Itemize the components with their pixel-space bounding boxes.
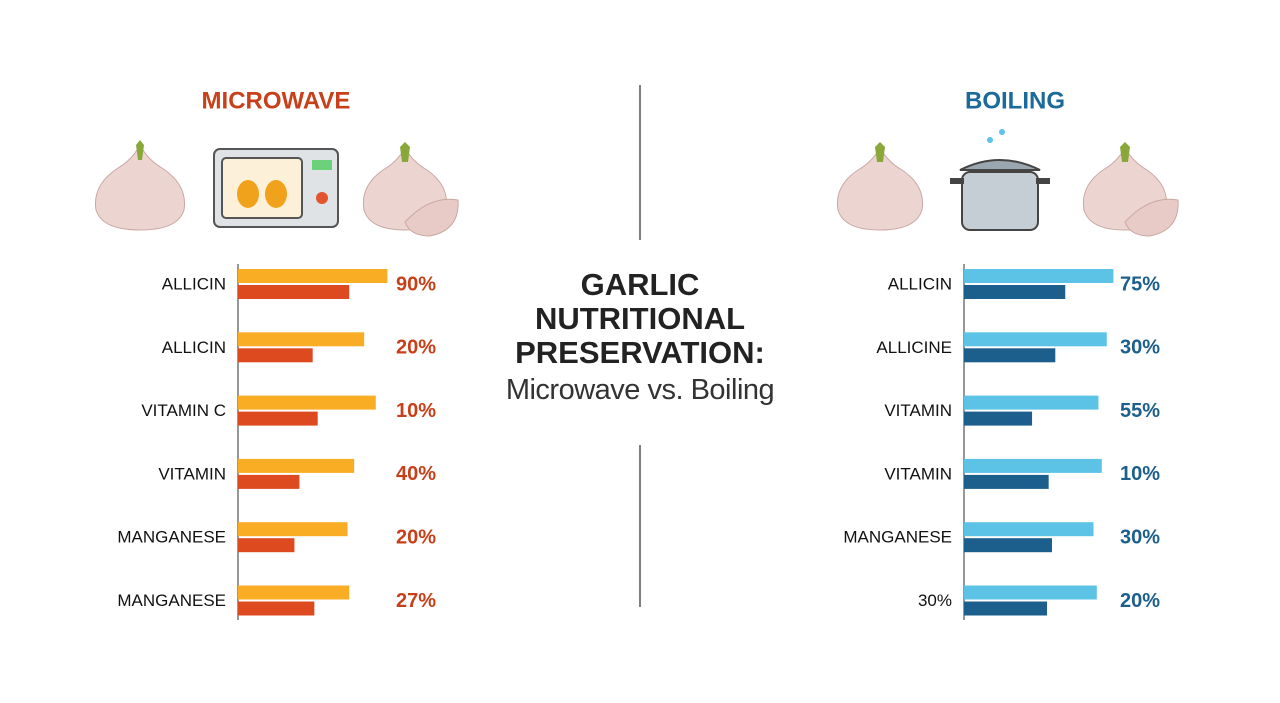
bar [964,269,1114,283]
bar [238,411,318,426]
value-label: 20% [396,337,436,359]
value-label: 55% [1120,400,1160,422]
category-label: MANGANESE [843,528,952,547]
pot-icon [950,129,1050,231]
category-label: 30% [918,591,952,610]
bar [238,474,300,489]
bar [964,474,1049,489]
category-label: MANGANESE [117,591,226,610]
garlic-icon [836,142,924,231]
value-label: 75% [1120,273,1160,295]
value-label: 40% [396,463,436,485]
title: GARLIC NUTRITIONAL PRESERVATION: [515,267,765,370]
category-label: VITAMIN C [141,401,226,420]
bar [964,522,1094,537]
bar [964,411,1033,426]
value-label: 30% [1120,526,1160,548]
bar [964,395,1099,410]
category-label: ALLICIN [162,274,226,293]
bar [238,285,350,299]
center-title-block: GARLIC NUTRITIONAL PRESERVATION: Microwa… [460,268,820,407]
subtitle: Microwave vs. Boiling [505,374,775,406]
category-label: VITAMIN [884,464,952,483]
category-label: VITAMIN [884,401,952,420]
microwave-icon [213,148,339,228]
bar [964,585,1097,600]
category-label: ALLICINE [876,338,952,357]
bar [964,601,1047,616]
value-label: 10% [396,400,436,422]
value-label: 20% [1120,590,1160,612]
category-label: MANGANESE [117,528,226,547]
value-label: 30% [1120,337,1160,359]
category-label: VITAMIN [158,464,226,483]
garlic-icon [362,142,459,237]
bar [238,585,350,600]
bar [964,348,1056,363]
category-label: ALLICIN [888,274,952,293]
bar [238,601,315,616]
bar [238,538,295,553]
bar [964,285,1066,299]
bar [238,395,376,410]
category-label: ALLICIN [162,338,226,357]
garlic-icon [1082,142,1179,237]
value-label: 20% [396,526,436,548]
bar [964,538,1052,553]
chart-title: BOILING [965,87,1065,114]
bar [238,348,313,363]
chart-title: MICROWAVE [202,87,351,114]
bar [238,458,355,473]
bar [238,332,365,347]
bar [238,269,388,283]
value-label: 10% [1120,463,1160,485]
bar [964,332,1107,347]
garlic-icon [94,140,186,231]
value-label: 27% [396,590,436,612]
bar [964,458,1102,473]
value-label: 90% [396,273,436,295]
bar [238,522,348,537]
